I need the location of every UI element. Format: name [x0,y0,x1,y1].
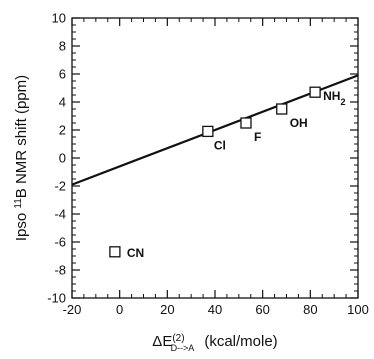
x-tick-label: 100 [347,302,369,317]
y-tick-label: -10 [47,291,66,306]
data-point-label: Cl [214,138,226,152]
x-label-sup: (2) [172,333,184,344]
y-tick-label: -6 [54,235,66,250]
y-tick-label: -2 [54,179,66,194]
major-ticks [71,17,359,299]
y-label-post: B NMR shift (ppm) [13,75,30,198]
x-axis-label: ΔE(2) D-->A (kcal/mole) [152,333,277,354]
y-tick-label: 4 [59,95,66,110]
x-tick-label: -20 [63,302,82,317]
data-point-label: NH2 [323,89,345,107]
x-label-delta: ΔE [152,333,172,350]
x-tick-label: 80 [303,302,317,317]
x-tick-label: 20 [160,302,174,317]
data-point-marker [240,117,252,129]
y-tick-label: -4 [54,207,66,222]
y-label-pre: Ipso [13,209,30,242]
x-tick-label: 0 [116,302,123,317]
data-point-marker [309,86,321,98]
x-label-sub: D-->A [171,343,195,353]
data-point-marker [276,103,288,115]
y-tick-label: 2 [59,123,66,138]
x-tick-label: 60 [255,302,269,317]
y-tick-label: 10 [52,11,66,26]
x-tick-label: 40 [208,302,222,317]
y-tick-label: -8 [54,263,66,278]
y-axis-label: Ipso 11B NMR shift (ppm) [13,75,31,241]
data-point-label: F [254,130,261,144]
data-point-label: CN [127,246,144,260]
data-point-marker [202,125,214,138]
x-label-units: (kcal/mole) [204,333,277,350]
y-tick-label: 0 [59,151,66,166]
data-point-marker [109,246,121,258]
data-point-label: OH [290,116,308,130]
y-tick-label: 8 [59,39,66,54]
y-label-sup: 11 [13,198,24,209]
data-points: Cl F OH NH2 CN [109,86,345,260]
y-tick-label: 6 [59,67,66,82]
minor-ticks [72,18,358,298]
